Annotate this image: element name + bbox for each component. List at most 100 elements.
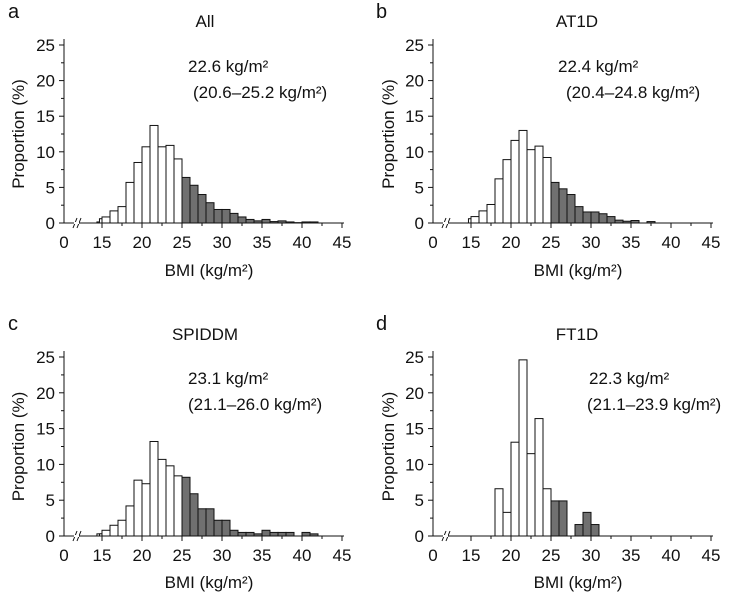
bar-bmi-18 bbox=[494, 488, 504, 537]
panel-letter: d bbox=[376, 313, 387, 335]
bar-bmi-18 bbox=[494, 178, 504, 224]
x-axis-label: BMI (kg/m²) bbox=[534, 573, 623, 592]
iqr-annotation: (21.1–26.0 kg/m²) bbox=[188, 395, 322, 414]
bar-bmi-23 bbox=[534, 418, 544, 537]
bar-bmi-20 bbox=[510, 139, 520, 224]
x-tick-label: 0 bbox=[428, 546, 437, 565]
bar-bmi-23 bbox=[534, 145, 544, 224]
bar-bmi-28 bbox=[574, 524, 584, 537]
axis-break-gap bbox=[443, 535, 448, 537]
bar-bmi-27 bbox=[197, 508, 207, 537]
x-tick-label: 40 bbox=[662, 546, 681, 565]
bar-bmi-21 bbox=[149, 124, 159, 224]
bar-bmi-24 bbox=[173, 475, 183, 537]
y-tick-label: 20 bbox=[405, 72, 424, 91]
panel-letter: b bbox=[376, 1, 387, 23]
bar-bmi-17 bbox=[486, 203, 496, 224]
bar-bmi-26 bbox=[558, 188, 568, 224]
bar-bmi-28 bbox=[205, 202, 215, 224]
y-axis-label: Proportion (%) bbox=[9, 79, 28, 189]
iqr-annotation: (20.4–24.8 kg/m²) bbox=[566, 83, 700, 102]
y-tick-label: 20 bbox=[36, 72, 55, 91]
iqr-annotation: (21.1–23.9 kg/m²) bbox=[587, 395, 721, 414]
panel-letter: a bbox=[8, 1, 20, 23]
bar-bmi-26 bbox=[558, 500, 568, 537]
x-tick-label: 15 bbox=[462, 233, 481, 252]
bar-bmi-25 bbox=[181, 176, 191, 224]
bar-bmi-19 bbox=[133, 479, 143, 537]
iqr-annotation: (20.6–25.2 kg/m²) bbox=[193, 83, 327, 102]
y-axis-label: Proportion (%) bbox=[379, 392, 398, 502]
bar-bmi-35 bbox=[261, 529, 271, 537]
y-tick-label: 0 bbox=[415, 214, 424, 233]
x-tick-label: 20 bbox=[502, 546, 521, 565]
bar-bmi-18 bbox=[125, 505, 135, 537]
panel-c: 0 5 10 15 20 25 0 15 20 25 30 35 40 45 c SPIDDM 23.1 kg/… bbox=[8, 313, 351, 592]
bar-bmi-33 bbox=[245, 218, 255, 224]
x-tick-label: 45 bbox=[333, 546, 352, 565]
bar-bmi-26 bbox=[189, 184, 199, 224]
x-tick-label: 30 bbox=[213, 546, 232, 565]
x-tick-label: 30 bbox=[582, 233, 601, 252]
x-tick-label: 15 bbox=[93, 233, 112, 252]
x-tick-label: 0 bbox=[428, 233, 437, 252]
bar-bmi-31 bbox=[229, 212, 239, 224]
bar-bmi-24 bbox=[173, 158, 183, 224]
bar-bmi-24 bbox=[542, 488, 552, 537]
y-tick-label: 15 bbox=[36, 420, 55, 439]
bar-bmi-15 bbox=[101, 529, 111, 537]
bar-bmi-22 bbox=[526, 453, 536, 537]
x-tick-label: 15 bbox=[462, 546, 481, 565]
bar-bmi-27 bbox=[197, 194, 207, 224]
bar-bmi-32 bbox=[237, 216, 247, 224]
bar-bmi-30 bbox=[590, 211, 600, 224]
bar-bmi-25 bbox=[550, 181, 560, 224]
bar-bmi-17 bbox=[117, 519, 127, 537]
x-tick-label: 45 bbox=[702, 233, 721, 252]
panel-title: All bbox=[196, 12, 215, 31]
x-tick-label: 30 bbox=[582, 546, 601, 565]
panel-title: SPIDDM bbox=[172, 325, 238, 344]
bar-bmi-18 bbox=[125, 181, 135, 224]
bar-bmi-19 bbox=[133, 161, 143, 224]
panel-title: AT1D bbox=[556, 12, 598, 31]
x-tick-label: 20 bbox=[133, 546, 152, 565]
bar-bmi-25 bbox=[550, 500, 560, 537]
y-tick-label: 25 bbox=[36, 348, 55, 367]
x-axis-label: BMI (kg/m²) bbox=[165, 573, 254, 592]
y-tick-label: 10 bbox=[405, 455, 424, 474]
bar-bmi-29 bbox=[582, 511, 592, 537]
y-tick-label: 5 bbox=[46, 491, 55, 510]
bar-bmi-31 bbox=[598, 213, 608, 224]
bar-bmi-23 bbox=[165, 465, 175, 537]
x-tick-label: 35 bbox=[622, 546, 641, 565]
bar-bmi-38 bbox=[285, 531, 295, 537]
bar-bmi-28 bbox=[574, 206, 584, 224]
bar-bmi-36 bbox=[269, 531, 279, 537]
x-tick-label: 25 bbox=[173, 233, 192, 252]
bar-bmi-19 bbox=[502, 511, 512, 537]
y-tick-label: 0 bbox=[415, 527, 424, 546]
bar-bmi-16 bbox=[109, 210, 119, 224]
x-tick-label: 0 bbox=[59, 546, 68, 565]
y-tick-label: 15 bbox=[405, 420, 424, 439]
x-tick-label: 15 bbox=[93, 546, 112, 565]
x-tick-label: 30 bbox=[213, 233, 232, 252]
panel-title: FT1D bbox=[556, 325, 599, 344]
x-tick-label: 25 bbox=[542, 546, 561, 565]
x-tick-label: 40 bbox=[293, 233, 312, 252]
bar-bmi-20 bbox=[141, 483, 151, 537]
panel-d: 0 5 10 15 20 25 0 15 20 25 30 35 40 45 d FT1D 22.3 kg/m²… bbox=[376, 313, 721, 592]
axis-break-gap bbox=[443, 222, 448, 224]
bar-bmi-15 bbox=[101, 216, 111, 224]
bar-bmi-30 bbox=[221, 208, 231, 224]
bar-bmi-37 bbox=[277, 531, 287, 537]
bar-bmi-27 bbox=[566, 194, 576, 224]
bar-bmi-29 bbox=[582, 211, 592, 224]
bar-bmi-20 bbox=[141, 146, 151, 224]
bar-bmi-25 bbox=[181, 476, 191, 537]
x-tick-label: 40 bbox=[293, 546, 312, 565]
y-tick-label: 5 bbox=[415, 491, 424, 510]
panel-letter: c bbox=[8, 313, 18, 335]
